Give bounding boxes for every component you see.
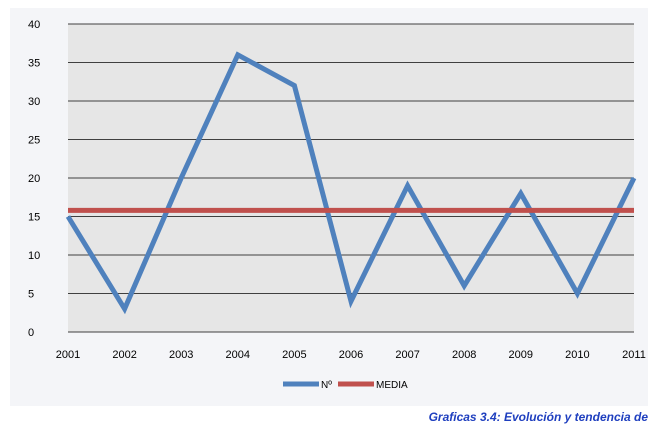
x-tick-label-2010: 2010 (565, 349, 589, 361)
x-tick-label-2008: 2008 (452, 349, 476, 361)
y-tick-label-5: 5 (28, 289, 34, 301)
y-tick-label-25: 25 (28, 135, 40, 147)
x-tick-label-2007: 2007 (395, 349, 419, 361)
y-tick-label-0: 0 (28, 327, 34, 339)
legend-label-media: MEDIA (376, 380, 408, 391)
x-tick-label-2004: 2004 (226, 349, 250, 361)
x-tick-label-2009: 2009 (509, 349, 533, 361)
y-tick-label-35: 35 (28, 58, 40, 70)
chart-caption: Graficas 3.4: Evolución y tendencia de (428, 410, 648, 424)
y-tick-label-30: 30 (28, 96, 40, 108)
series-line-n (65, 51, 637, 315)
x-tick-label-2002: 2002 (112, 349, 136, 361)
x-tick-label-2006: 2006 (339, 349, 363, 361)
y-tick-label-15: 15 (28, 212, 40, 224)
y-tick-label-10: 10 (28, 250, 40, 262)
legend-label-n: Nº (321, 380, 332, 391)
x-tick-label-2003: 2003 (169, 349, 193, 361)
y-tick-label-40: 40 (28, 19, 40, 31)
x-tick-label-2011: 2011 (622, 349, 646, 361)
y-tick-label-20: 20 (28, 173, 40, 185)
x-tick-label-2001: 2001 (56, 349, 80, 361)
x-tick-label-2005: 2005 (282, 349, 306, 361)
